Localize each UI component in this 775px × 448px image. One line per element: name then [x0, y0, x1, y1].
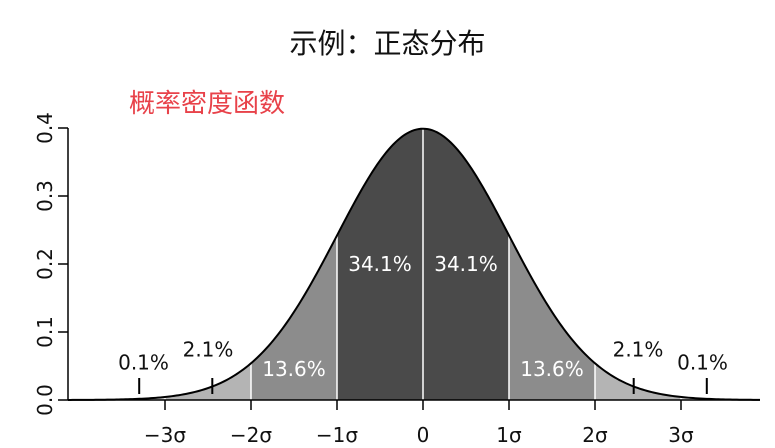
percent-label-2: 13.6% — [262, 357, 326, 381]
axes-group: −3σ −2σ −1σ 0 1σ 2σ 3σ 0.0 0.1 0.2 0.3 0.4 — [33, 112, 760, 447]
chart-subtitle: 概率密度函数 — [129, 89, 286, 119]
x-tick-label: −2σ — [230, 423, 272, 447]
chart-title: 示例：正态分布 — [289, 27, 486, 60]
marker-group — [138, 378, 708, 394]
band-1 — [165, 363, 251, 400]
percent-label-group: 34.1% 34.1% 13.6% 13.6% 2.1% 2.1% 0.1% 0.1% — [118, 252, 728, 381]
y-tick-label: 0.3 — [33, 180, 57, 212]
percent-label-5: 2.1% — [613, 337, 664, 361]
x-tick-label: −3σ — [144, 423, 186, 447]
y-tick-label: 0.2 — [33, 248, 57, 280]
x-tick-label: 0 — [417, 423, 430, 447]
percent-label-7: 0.1% — [677, 350, 728, 374]
percent-label-4: 2.1% — [183, 337, 234, 361]
band-6 — [595, 363, 681, 400]
x-tick-label: 2σ — [582, 423, 608, 447]
percent-label-6: 0.1% — [118, 350, 169, 374]
percent-label-0: 34.1% — [348, 252, 412, 276]
y-tick-label: 0.0 — [33, 384, 57, 416]
x-tick-label: 3σ — [668, 423, 694, 447]
density-curve — [67, 127, 761, 401]
x-tick-label: 1σ — [496, 423, 522, 447]
percent-label-3: 13.6% — [520, 357, 584, 381]
x-tick-label: −1σ — [316, 423, 358, 447]
y-tick-label: 0.4 — [33, 112, 57, 144]
y-tick-label: 0.1 — [33, 316, 57, 348]
divider-group — [164, 128, 682, 400]
percent-label-1: 34.1% — [434, 252, 498, 276]
